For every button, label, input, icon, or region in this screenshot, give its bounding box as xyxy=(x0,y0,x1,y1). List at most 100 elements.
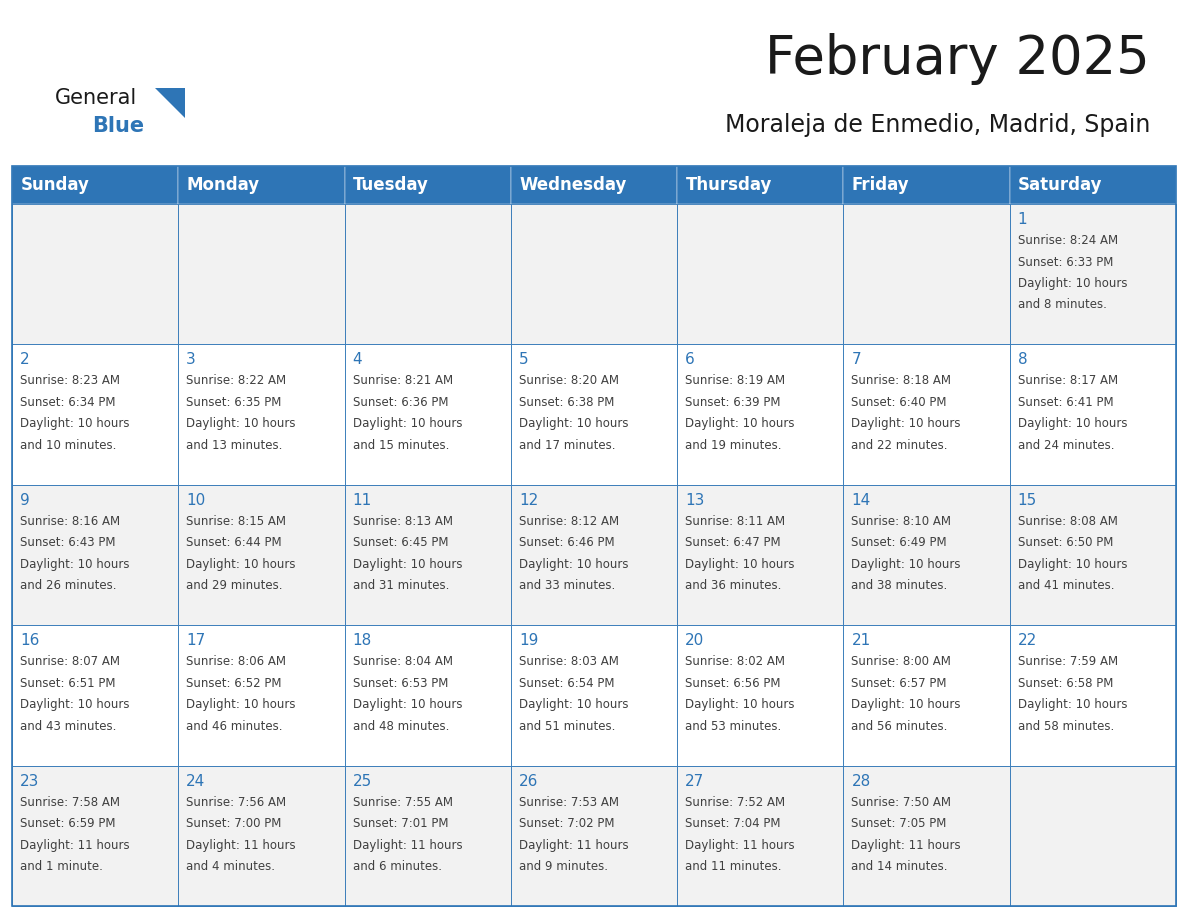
Text: and 1 minute.: and 1 minute. xyxy=(20,860,103,873)
Text: Sunset: 7:00 PM: Sunset: 7:00 PM xyxy=(187,817,282,830)
Text: Sunrise: 8:16 AM: Sunrise: 8:16 AM xyxy=(20,515,120,528)
Text: Sunrise: 8:06 AM: Sunrise: 8:06 AM xyxy=(187,655,286,668)
Text: Sunset: 6:53 PM: Sunset: 6:53 PM xyxy=(353,677,448,689)
Text: Daylight: 11 hours: Daylight: 11 hours xyxy=(852,839,961,852)
Text: 28: 28 xyxy=(852,774,871,789)
Text: 2: 2 xyxy=(20,353,30,367)
Text: and 48 minutes.: and 48 minutes. xyxy=(353,720,449,733)
Text: 14: 14 xyxy=(852,493,871,508)
Text: and 19 minutes.: and 19 minutes. xyxy=(685,439,782,452)
Bar xyxy=(1010,344,1176,485)
Text: and 53 minutes.: and 53 minutes. xyxy=(685,720,782,733)
Bar xyxy=(345,204,511,344)
Text: Moraleja de Enmedio, Madrid, Spain: Moraleja de Enmedio, Madrid, Spain xyxy=(725,113,1150,137)
Text: Sunrise: 8:22 AM: Sunrise: 8:22 AM xyxy=(187,375,286,387)
Text: 24: 24 xyxy=(187,774,206,789)
Text: and 17 minutes.: and 17 minutes. xyxy=(519,439,615,452)
Text: Sunset: 6:54 PM: Sunset: 6:54 PM xyxy=(519,677,614,689)
Text: Sunset: 7:04 PM: Sunset: 7:04 PM xyxy=(685,817,781,830)
Text: 15: 15 xyxy=(1018,493,1037,508)
Text: Sunset: 6:52 PM: Sunset: 6:52 PM xyxy=(187,677,282,689)
Text: Sunset: 6:36 PM: Sunset: 6:36 PM xyxy=(353,396,448,409)
Bar xyxy=(843,485,1010,625)
Text: Sunrise: 8:02 AM: Sunrise: 8:02 AM xyxy=(685,655,785,668)
Text: 20: 20 xyxy=(685,633,704,648)
Text: and 10 minutes.: and 10 minutes. xyxy=(20,439,116,452)
Text: Sunrise: 7:53 AM: Sunrise: 7:53 AM xyxy=(519,796,619,809)
Text: 5: 5 xyxy=(519,353,529,367)
Bar xyxy=(178,485,345,625)
Text: Sunrise: 8:15 AM: Sunrise: 8:15 AM xyxy=(187,515,286,528)
Text: Daylight: 10 hours: Daylight: 10 hours xyxy=(20,558,129,571)
Text: Sunset: 6:40 PM: Sunset: 6:40 PM xyxy=(852,396,947,409)
Bar xyxy=(12,625,178,766)
Text: Sunrise: 8:08 AM: Sunrise: 8:08 AM xyxy=(1018,515,1118,528)
Text: Daylight: 11 hours: Daylight: 11 hours xyxy=(685,839,795,852)
Text: Daylight: 10 hours: Daylight: 10 hours xyxy=(519,558,628,571)
Text: and 38 minutes.: and 38 minutes. xyxy=(852,579,948,592)
Text: and 33 minutes.: and 33 minutes. xyxy=(519,579,615,592)
Bar xyxy=(12,344,178,485)
Text: February 2025: February 2025 xyxy=(765,33,1150,85)
Text: 1: 1 xyxy=(1018,212,1028,227)
Text: and 41 minutes.: and 41 minutes. xyxy=(1018,579,1114,592)
Bar xyxy=(178,344,345,485)
Text: Daylight: 10 hours: Daylight: 10 hours xyxy=(20,699,129,711)
Text: 10: 10 xyxy=(187,493,206,508)
Bar xyxy=(511,625,677,766)
Text: and 26 minutes.: and 26 minutes. xyxy=(20,579,116,592)
Text: Sunrise: 8:07 AM: Sunrise: 8:07 AM xyxy=(20,655,120,668)
Text: and 36 minutes.: and 36 minutes. xyxy=(685,579,782,592)
Text: 13: 13 xyxy=(685,493,704,508)
Text: 18: 18 xyxy=(353,633,372,648)
Text: Sunrise: 8:03 AM: Sunrise: 8:03 AM xyxy=(519,655,619,668)
Text: Sunrise: 7:50 AM: Sunrise: 7:50 AM xyxy=(852,796,952,809)
Text: Sunset: 6:56 PM: Sunset: 6:56 PM xyxy=(685,677,781,689)
Bar xyxy=(677,344,843,485)
Text: 25: 25 xyxy=(353,774,372,789)
Text: Sunrise: 8:23 AM: Sunrise: 8:23 AM xyxy=(20,375,120,387)
Polygon shape xyxy=(154,88,185,118)
Bar xyxy=(511,344,677,485)
Bar xyxy=(1010,204,1176,344)
Text: Daylight: 10 hours: Daylight: 10 hours xyxy=(685,558,795,571)
Text: 22: 22 xyxy=(1018,633,1037,648)
Text: Sunset: 6:34 PM: Sunset: 6:34 PM xyxy=(20,396,115,409)
Text: Sunrise: 7:52 AM: Sunrise: 7:52 AM xyxy=(685,796,785,809)
Text: Daylight: 10 hours: Daylight: 10 hours xyxy=(1018,699,1127,711)
Text: Daylight: 10 hours: Daylight: 10 hours xyxy=(353,418,462,431)
Bar xyxy=(345,166,511,204)
Text: Sunset: 6:41 PM: Sunset: 6:41 PM xyxy=(1018,396,1113,409)
Text: 27: 27 xyxy=(685,774,704,789)
Text: 7: 7 xyxy=(852,353,861,367)
Text: 26: 26 xyxy=(519,774,538,789)
Text: Daylight: 10 hours: Daylight: 10 hours xyxy=(20,418,129,431)
Text: 16: 16 xyxy=(20,633,39,648)
Text: Thursday: Thursday xyxy=(685,176,772,194)
Text: Daylight: 11 hours: Daylight: 11 hours xyxy=(353,839,462,852)
Bar xyxy=(511,166,677,204)
Text: and 8 minutes.: and 8 minutes. xyxy=(1018,298,1106,311)
Text: Daylight: 10 hours: Daylight: 10 hours xyxy=(187,558,296,571)
Bar xyxy=(511,766,677,906)
Text: 3: 3 xyxy=(187,353,196,367)
Bar xyxy=(677,485,843,625)
Text: 19: 19 xyxy=(519,633,538,648)
Bar xyxy=(12,166,178,204)
Text: Daylight: 11 hours: Daylight: 11 hours xyxy=(519,839,628,852)
Text: Daylight: 10 hours: Daylight: 10 hours xyxy=(353,699,462,711)
Text: and 56 minutes.: and 56 minutes. xyxy=(852,720,948,733)
Bar xyxy=(178,166,345,204)
Text: Sunrise: 8:19 AM: Sunrise: 8:19 AM xyxy=(685,375,785,387)
Text: and 46 minutes.: and 46 minutes. xyxy=(187,720,283,733)
Text: Sunrise: 7:59 AM: Sunrise: 7:59 AM xyxy=(1018,655,1118,668)
Text: Sunday: Sunday xyxy=(20,176,89,194)
Text: and 58 minutes.: and 58 minutes. xyxy=(1018,720,1114,733)
Text: Tuesday: Tuesday xyxy=(353,176,429,194)
Text: Sunset: 6:33 PM: Sunset: 6:33 PM xyxy=(1018,255,1113,268)
Bar xyxy=(1010,625,1176,766)
Text: Sunrise: 8:00 AM: Sunrise: 8:00 AM xyxy=(852,655,952,668)
Text: Daylight: 10 hours: Daylight: 10 hours xyxy=(187,699,296,711)
Text: Sunset: 6:49 PM: Sunset: 6:49 PM xyxy=(852,536,947,549)
Text: Sunrise: 7:55 AM: Sunrise: 7:55 AM xyxy=(353,796,453,809)
